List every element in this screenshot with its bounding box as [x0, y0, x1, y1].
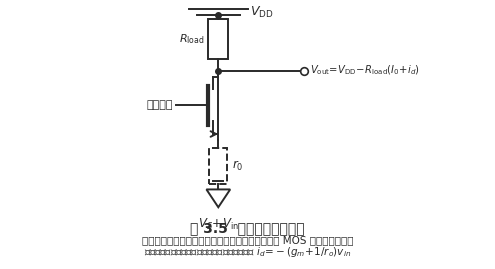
Bar — [209, 148, 227, 185]
Text: 从漏极得到输出信号。输入信号时的电流变化是 $i_d\!=\!-(g_m\!+\!1/r_o)v_{in}$: 从漏极得到输出信号。输入信号时的电流变化是 $i_d\!=\!-(g_m\!+\… — [144, 245, 351, 259]
Text: $V_{\rm out}\!=\!V_{\rm DD}\!-\!R_{\rm load}(I_0\!+\!i_d)$: $V_{\rm out}\!=\!V_{\rm DD}\!-\!R_{\rm l… — [310, 64, 420, 77]
Text: $V_{\rm DD}$: $V_{\rm DD}$ — [250, 5, 274, 20]
Text: $V_S\!+\!V_{\rm in}$: $V_S\!+\!V_{\rm in}$ — [198, 217, 239, 232]
Text: $R_{\rm load}$: $R_{\rm load}$ — [179, 32, 204, 46]
Text: 固定电位: 固定电位 — [147, 100, 173, 110]
Bar — [208, 19, 228, 59]
Text: $r_0$: $r_0$ — [232, 159, 244, 173]
Text: 图 3.5  栅极接地放大电路: 图 3.5 栅极接地放大电路 — [190, 221, 305, 235]
Text: 栅极接地放电电路中栅极固定电位，输入信号加到 MOS 晶体管的源极，: 栅极接地放电电路中栅极固定电位，输入信号加到 MOS 晶体管的源极， — [142, 235, 353, 245]
